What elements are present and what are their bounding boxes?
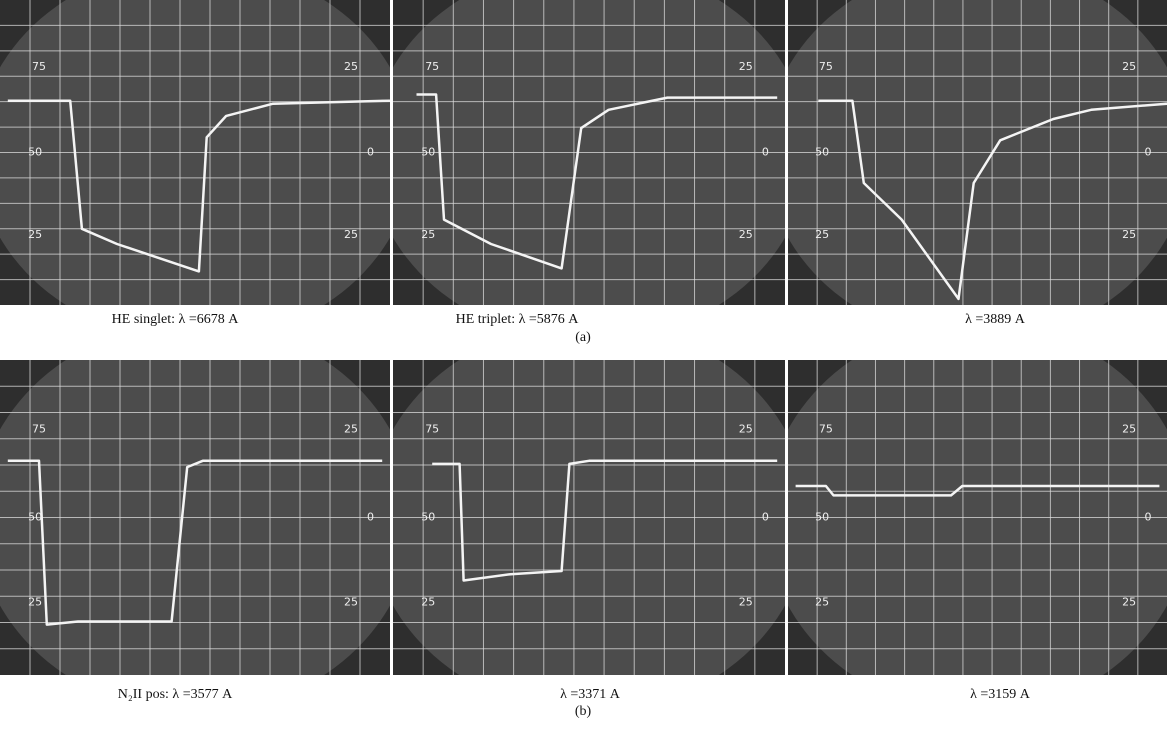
- caption: λ =3889 A: [965, 312, 1026, 327]
- graticule-label: 75: [819, 422, 833, 435]
- graticule-label: 25: [421, 228, 435, 241]
- figure: 75 25 50 0 25 25 HE singlet: λ =6678 A 75 25 50 0 2…: [0, 0, 1167, 731]
- row-label: (b): [575, 704, 592, 719]
- graticule-label: 75: [819, 60, 833, 73]
- graticule-label: 25: [344, 60, 358, 73]
- graticule-label: 25: [344, 228, 358, 241]
- oscillogram: 75 25 50 0 25 25: [369, 322, 808, 713]
- screen: [369, 322, 808, 713]
- graticule-label: 25: [344, 596, 358, 609]
- graticule-label: 25: [739, 60, 753, 73]
- graticule-label: 0: [762, 511, 769, 524]
- graticule-label: 25: [1122, 228, 1136, 241]
- graticule-label: 0: [367, 146, 374, 159]
- graticule-label: 50: [815, 146, 829, 159]
- graticule-label: 25: [421, 596, 435, 609]
- graticule-label: 50: [421, 511, 435, 524]
- caption: N₂II pos: λ =3577 A: [118, 687, 233, 702]
- oscillogram: 75 25 50 0 25 25: [369, 0, 808, 342]
- oscillogram: 75 25 50 0 25 25: [0, 322, 413, 713]
- graticule-label: 25: [739, 596, 753, 609]
- oscillogram: 75 25 50 0 25 25: [765, 0, 1167, 342]
- graticule-label: 0: [762, 146, 769, 159]
- graticule-label: 75: [32, 60, 46, 73]
- graticule-label: 25: [815, 596, 829, 609]
- caption: λ =3371 A: [560, 687, 621, 702]
- graticule-label: 0: [367, 511, 374, 524]
- graticule-label: 50: [28, 511, 42, 524]
- graticule-label: 75: [32, 422, 46, 435]
- graticule-label: 25: [1122, 60, 1136, 73]
- graticule-label: 25: [739, 228, 753, 241]
- graticule-label: 25: [28, 228, 42, 241]
- graticule-label: 25: [28, 596, 42, 609]
- caption: HE triplet: λ =5876 A: [456, 312, 580, 327]
- row-label: (a): [575, 330, 591, 345]
- graticule-label: 0: [1145, 511, 1152, 524]
- graticule-label: 50: [421, 146, 435, 159]
- graticule-label: 25: [815, 228, 829, 241]
- oscillogram: 75 25 50 0 25 25: [0, 0, 413, 342]
- graticule-label: 25: [739, 422, 753, 435]
- caption: HE singlet: λ =6678 A: [112, 312, 240, 327]
- graticule-label: 50: [28, 146, 42, 159]
- oscillogram: 75 25 50 0 25 25: [765, 322, 1167, 713]
- graticule-label: 25: [1122, 596, 1136, 609]
- graticule-label: 50: [815, 511, 829, 524]
- graticule-label: 25: [344, 422, 358, 435]
- graticule-label: 0: [1145, 146, 1152, 159]
- caption: λ =3159 A: [970, 687, 1031, 702]
- graticule-label: 75: [425, 60, 439, 73]
- graticule-label: 75: [425, 422, 439, 435]
- graticule-label: 25: [1122, 422, 1136, 435]
